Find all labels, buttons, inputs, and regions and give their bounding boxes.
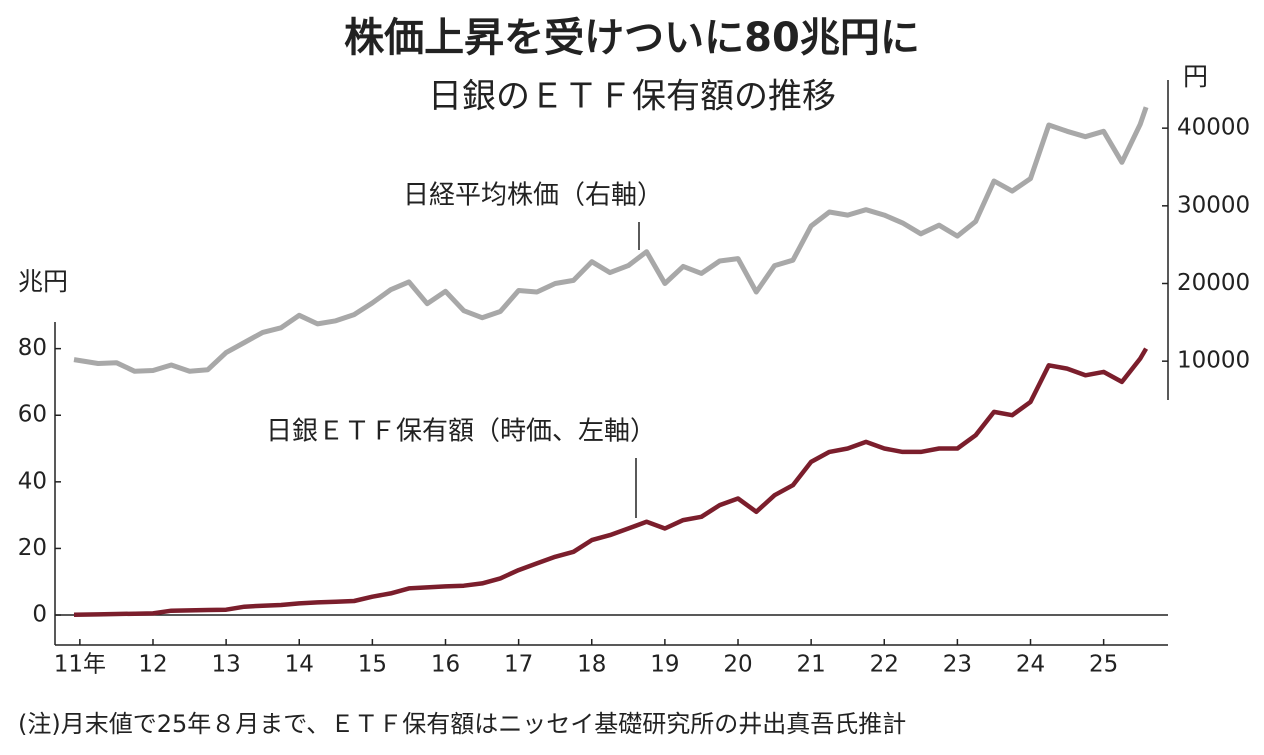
y-tick-label: 20: [18, 535, 47, 561]
x-tick-label: 19: [650, 652, 679, 678]
x-tick-label: 15: [358, 652, 387, 678]
y-axis-label: 兆円: [18, 267, 68, 296]
y-tick-label: 80: [18, 335, 47, 361]
y2-tick-label: 10000: [1177, 348, 1250, 374]
y-tick-label: 60: [18, 402, 47, 428]
x-tick-label: 13: [211, 652, 240, 678]
x-tick-label: 18: [577, 652, 606, 678]
annotation: 日経平均株価（右軸）: [403, 181, 663, 211]
data-line: [73, 106, 1149, 374]
x-tick-label: 23: [943, 652, 972, 678]
data-line: [73, 347, 1149, 617]
x-tick-label: 17: [504, 652, 533, 678]
note: (注)月末値で25年８月まで、ＥＴＦ保有額はニッセイ基礎研究所の井出真吾氏推計: [18, 710, 906, 738]
y2-tick-label: 20000: [1177, 270, 1250, 296]
annotation: 日銀ＥＴＦ保有額（時価、左軸）: [266, 417, 656, 447]
x-tick-label: 20: [723, 652, 752, 678]
y-tick-label: 40: [18, 468, 47, 494]
x-tick-label: 22: [870, 652, 899, 678]
x-tick-label: 24: [1016, 652, 1045, 678]
x-tick-label: 21: [796, 652, 825, 678]
y2-tick-label: 40000: [1177, 115, 1250, 141]
x-tick-label: 11年: [54, 652, 106, 678]
x-tick-label: 25: [1089, 652, 1118, 678]
x-tick-label: 14: [285, 652, 314, 678]
x-tick-label: 16: [431, 652, 460, 678]
chart-subtitle: 日銀のＥＴＦ保有額の推移: [428, 77, 836, 117]
y2-tick-label: 30000: [1177, 192, 1250, 218]
y2-axis-label: 円: [1183, 62, 1208, 91]
y-tick-label: 0: [32, 602, 47, 628]
chart-title: 株価上昇を受けついに80兆円に: [344, 15, 920, 61]
x-tick-label: 12: [138, 652, 167, 678]
